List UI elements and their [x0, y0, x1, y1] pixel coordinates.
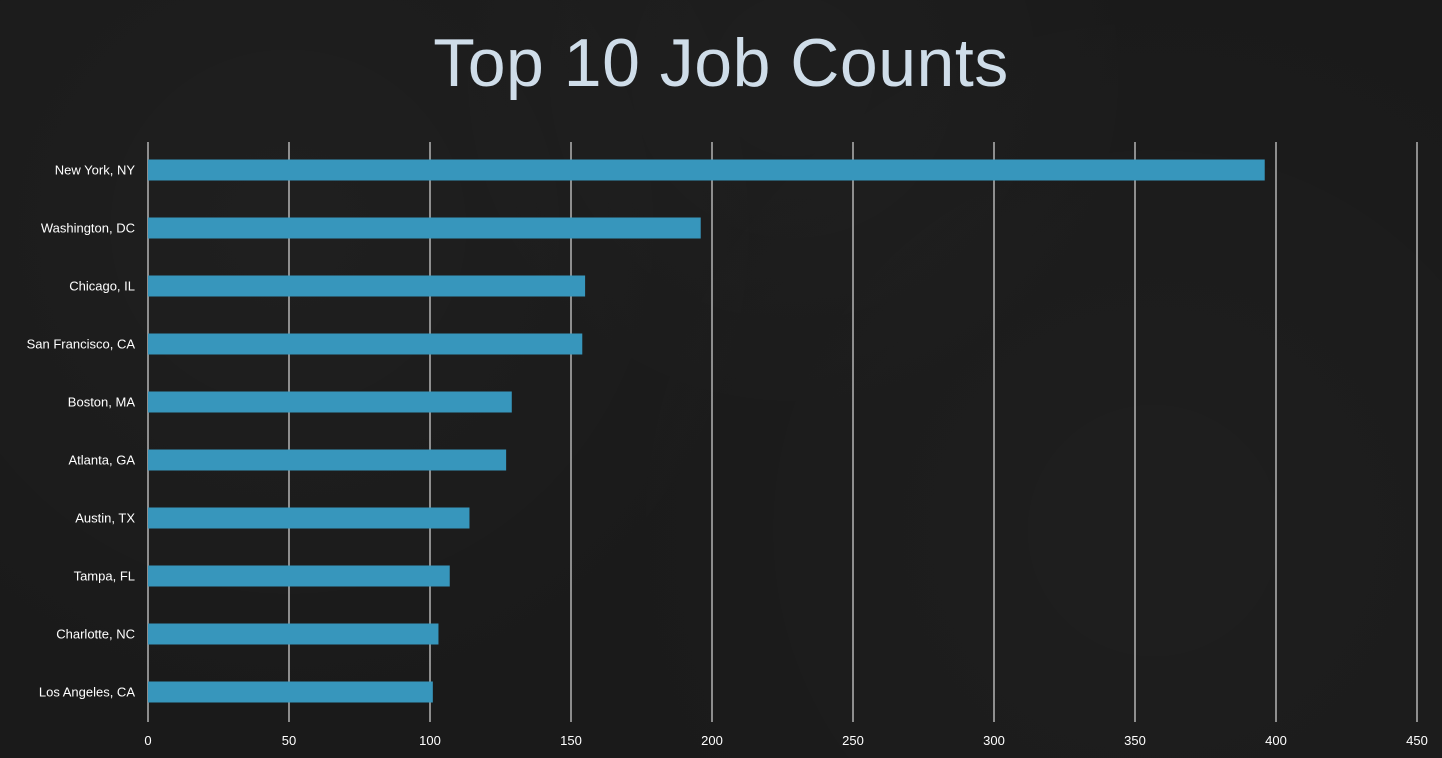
bar: [148, 217, 701, 239]
bar: [148, 681, 433, 703]
x-tick-label: 450: [1406, 733, 1428, 748]
x-tick-label: 250: [842, 733, 864, 748]
bar: [148, 565, 450, 587]
x-tick-label: 0: [144, 733, 151, 748]
x-tick-label: 150: [560, 733, 582, 748]
bar: [148, 275, 586, 297]
category-label: Charlotte, NC: [56, 627, 135, 642]
chart-title: Top 10 Job Counts: [433, 25, 1009, 101]
x-tick-label: 300: [983, 733, 1005, 748]
bar: [148, 623, 439, 645]
bar: [148, 333, 583, 355]
category-label: Chicago, IL: [69, 279, 135, 294]
category-label: Washington, DC: [41, 221, 135, 236]
category-labels: New York, NY Washington, DC Chicago, IL San…: [27, 163, 136, 700]
x-tick-label: 100: [419, 733, 441, 748]
category-label: Austin, TX: [75, 511, 135, 526]
category-label: Atlanta, GA: [69, 453, 136, 468]
category-label: San Francisco, CA: [27, 337, 136, 352]
x-tick-label: 400: [1265, 733, 1287, 748]
category-label: Los Angeles, CA: [39, 685, 135, 700]
bars: [148, 159, 1265, 703]
category-label: New York, NY: [55, 163, 136, 178]
x-tick-labels: 0 50 100 150 200 250 300 350 400 450: [144, 733, 1427, 748]
bar: [148, 391, 512, 413]
bar: [148, 159, 1265, 181]
x-tick-label: 50: [282, 733, 296, 748]
category-label: Boston, MA: [68, 395, 136, 410]
category-label: Tampa, FL: [74, 569, 135, 584]
x-tick-label: 350: [1124, 733, 1146, 748]
bar: [148, 449, 507, 471]
bar: [148, 507, 470, 529]
x-tick-label: 200: [701, 733, 723, 748]
gridlines: [147, 142, 1418, 722]
